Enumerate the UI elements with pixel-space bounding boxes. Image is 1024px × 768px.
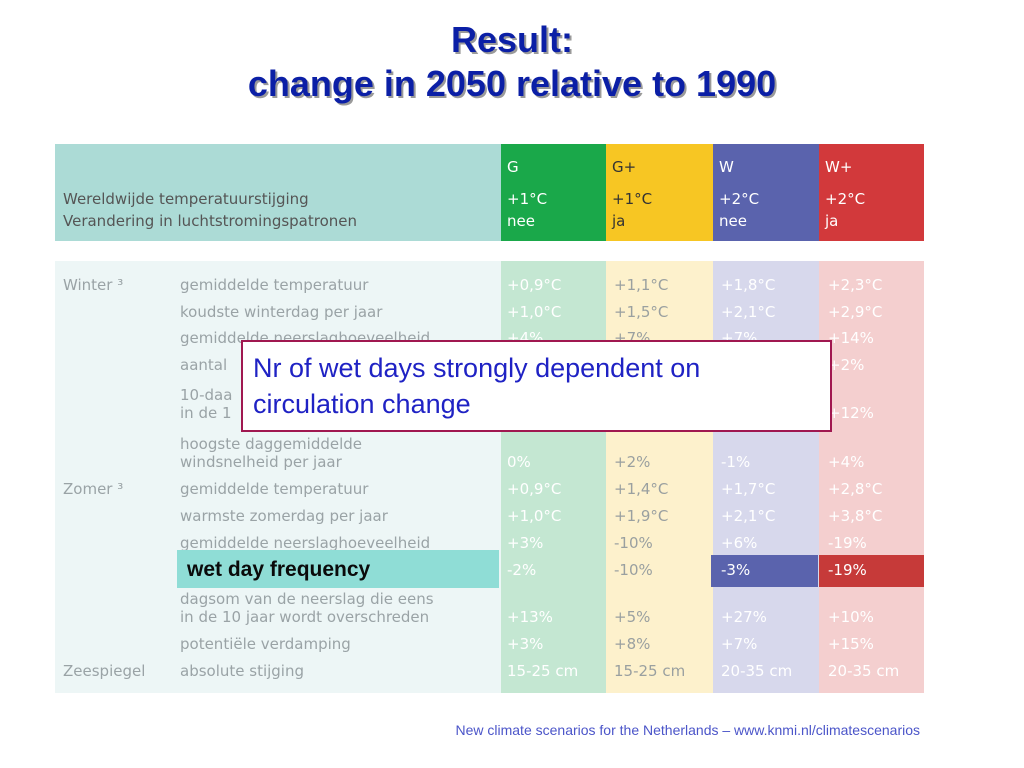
scenario-circulation: ja — [612, 212, 626, 230]
header-label-circulation: Verandering in luchtstromingspatronen — [63, 212, 358, 230]
section-zomer: Zomer ³ — [63, 480, 124, 498]
value-cell: +0,9°C — [507, 480, 562, 498]
column-w-background — [713, 261, 819, 693]
value-cell: +1,4°C — [614, 480, 669, 498]
row-label: gemiddelde temperatuur — [180, 480, 369, 498]
value-cell: +7% — [721, 635, 758, 653]
table-body-labels — [55, 261, 501, 693]
value-cell: 15-25 cm — [614, 662, 686, 680]
value-cell: +2% — [614, 453, 651, 471]
value-cell: +4% — [828, 453, 865, 471]
scenario-temp: +2°C — [719, 190, 760, 208]
header-label-block: Wereldwijde temperatuurstijging Verander… — [55, 144, 501, 241]
scenario-header-g-plus: G+ +1°C ja — [606, 144, 713, 241]
row-label: gemiddelde neerslaghoeveelheid — [180, 534, 431, 552]
row-label-line2: windsnelheid per jaar — [180, 453, 342, 471]
value-cell: +3% — [507, 534, 544, 552]
value-cell: -19% — [828, 534, 867, 552]
scenario-header-w-plus: W+ +2°C ja — [819, 144, 924, 241]
scenario-name: G — [507, 158, 519, 176]
section-winter: Winter ³ — [63, 276, 124, 294]
wet-day-frequency-label: wet day frequency — [177, 550, 499, 588]
column-g-plus-background — [606, 261, 713, 693]
row-label: koudste winterdag per jaar — [180, 303, 383, 321]
scenario-name: W+ — [825, 158, 853, 176]
value-cell: -1% — [721, 453, 751, 471]
row-label: potentiële verdamping — [180, 635, 351, 653]
value-cell: +3,8°C — [828, 507, 883, 525]
row-label: 10-daa — [180, 386, 233, 404]
callout-box: Nr of wet days strongly dependent on cir… — [241, 340, 832, 432]
row-label: warmste zomerdag per jaar — [180, 507, 388, 525]
value-cell: +1,0°C — [507, 507, 562, 525]
row-label: aantal — [180, 356, 228, 374]
value-cell: +1,8°C — [721, 276, 776, 294]
slide-title: Result: change in 2050 relative to 1990 — [0, 18, 1024, 106]
value-cell: +2,1°C — [721, 303, 776, 321]
value-cell: +15% — [828, 635, 874, 653]
value-cell: +14% — [828, 329, 874, 347]
value-cell: +1,0°C — [507, 303, 562, 321]
row-label: gemiddelde temperatuur — [180, 276, 369, 294]
value-cell: +8% — [614, 635, 651, 653]
scenario-circulation: ja — [825, 212, 839, 230]
value-cell: +2% — [828, 356, 865, 374]
title-line-2: change in 2050 relative to 1990 — [247, 63, 777, 104]
value-cell: +5% — [614, 608, 651, 626]
column-g-background — [501, 261, 606, 693]
scenario-circulation: nee — [719, 212, 747, 230]
scenario-header-w: W +2°C nee — [713, 144, 819, 241]
value-cell: -3% — [721, 561, 751, 579]
scenario-temp: +1°C — [507, 190, 548, 208]
row-label: absolute stijging — [180, 662, 305, 680]
value-cell: -2% — [507, 561, 537, 579]
highlight-cell-w-plus — [819, 555, 924, 587]
value-cell: -19% — [828, 561, 867, 579]
highlight-cell-w — [711, 555, 818, 587]
value-cell: +1,9°C — [614, 507, 669, 525]
value-cell: +12% — [828, 404, 874, 422]
value-cell: 15-25 cm — [507, 662, 579, 680]
row-label-line2: in de 10 jaar wordt overschreden — [180, 608, 430, 626]
value-cell: +2,9°C — [828, 303, 883, 321]
section-zeespiegel: Zeespiegel — [63, 662, 146, 680]
value-cell: +2,8°C — [828, 480, 883, 498]
row-label: hoogste daggemiddelde — [180, 435, 363, 453]
value-cell: 20-35 cm — [721, 662, 793, 680]
scenario-circulation: nee — [507, 212, 535, 230]
value-cell: +0,9°C — [507, 276, 562, 294]
value-cell: +2,3°C — [828, 276, 883, 294]
scenario-temp: +1°C — [612, 190, 653, 208]
value-cell: 20-35 cm — [828, 662, 900, 680]
title-line-1: Result: — [450, 19, 573, 60]
value-cell: +1,5°C — [614, 303, 669, 321]
row-label: dagsom van de neerslag die eens — [180, 590, 434, 608]
value-cell: -10% — [614, 534, 653, 552]
value-cell: +27% — [721, 608, 767, 626]
column-w-plus-background — [819, 261, 924, 693]
value-cell: -10% — [614, 561, 653, 579]
callout-line-2: circulation change — [253, 389, 471, 419]
header-label-temperature: Wereldwijde temperatuurstijging — [63, 190, 309, 208]
value-cell: +2,1°C — [721, 507, 776, 525]
value-cell: +3% — [507, 635, 544, 653]
value-cell: +1,7°C — [721, 480, 776, 498]
scenario-temp: +2°C — [825, 190, 866, 208]
scenario-header-g: G +1°C nee — [501, 144, 606, 241]
value-cell: +13% — [507, 608, 553, 626]
value-cell: 0% — [507, 453, 531, 471]
scenario-name: W — [719, 158, 734, 176]
callout-line-1: Nr of wet days strongly dependent on — [253, 353, 701, 383]
value-cell: +6% — [721, 534, 758, 552]
value-cell: +1,1°C — [614, 276, 669, 294]
row-label-line2: in de 1 — [180, 404, 232, 422]
scenario-name: G+ — [612, 158, 637, 176]
footer-source: New climate scenarios for the Netherland… — [455, 722, 920, 738]
value-cell: +10% — [828, 608, 874, 626]
